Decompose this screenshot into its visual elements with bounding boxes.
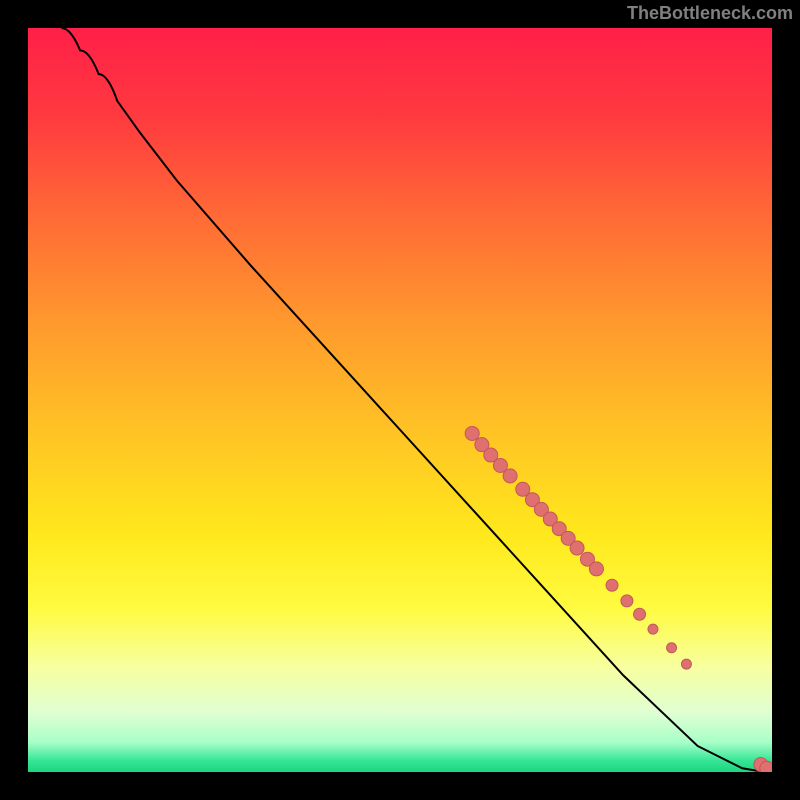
data-marker (621, 595, 633, 607)
data-marker (465, 426, 479, 440)
data-marker (667, 643, 677, 653)
data-marker (648, 624, 658, 634)
data-marker (760, 761, 772, 772)
data-marker (681, 659, 691, 669)
data-marker (589, 562, 603, 576)
chart-svg (28, 28, 772, 772)
chart-container: TheBottleneck.com (0, 0, 800, 800)
plot-area (28, 28, 772, 772)
data-marker (606, 579, 618, 591)
gradient-background (28, 28, 772, 772)
data-marker (503, 469, 517, 483)
data-marker (634, 608, 646, 620)
watermark-text: TheBottleneck.com (627, 3, 793, 24)
data-marker (570, 541, 584, 555)
